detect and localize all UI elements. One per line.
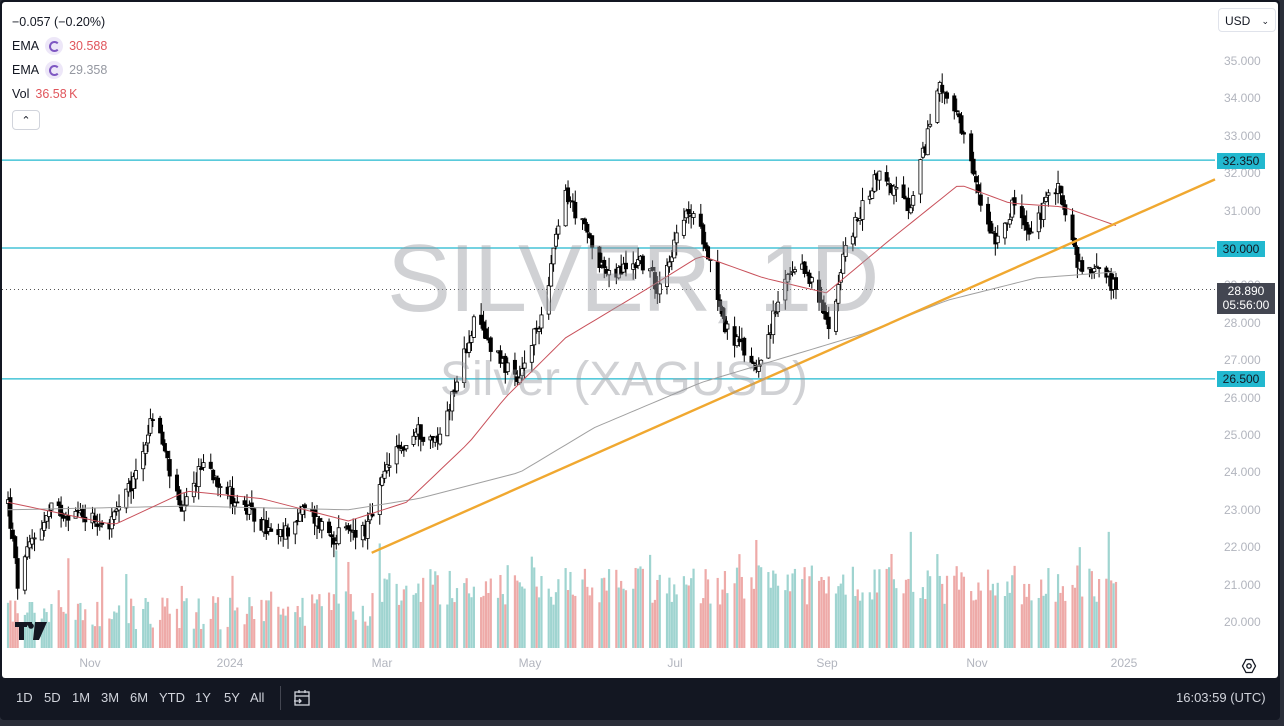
- range-button-6m[interactable]: 6M: [130, 690, 149, 705]
- ema-slow-line: [7, 271, 1117, 511]
- candles: [6, 73, 1119, 600]
- range-button-ytd[interactable]: YTD: [159, 690, 185, 705]
- range-button-1m[interactable]: 1M: [72, 690, 91, 705]
- price-tick: 23.000: [1224, 502, 1261, 517]
- chevron-down-icon: ⌄: [1261, 16, 1269, 26]
- time-tick: Nov: [966, 656, 988, 670]
- range-button-5d[interactable]: 5D: [44, 690, 61, 705]
- volume-bars: [6, 531, 1118, 648]
- range-button-1y[interactable]: 1Y: [195, 690, 211, 705]
- legend-ema-slow[interactable]: EMA 29.358: [12, 58, 107, 82]
- price-tick: 21.000: [1224, 577, 1261, 592]
- last-price-label: 28.890 05:56:00: [1217, 283, 1275, 314]
- level-label-30000: 30.000: [1217, 241, 1265, 257]
- price-tick: 33.000: [1224, 128, 1261, 143]
- tradingview-logo-icon[interactable]: [15, 622, 47, 640]
- price-change: −0.057 (−0.20%): [12, 15, 106, 29]
- bar-countdown: 05:56:00: [1222, 298, 1270, 312]
- sync-icon: [45, 61, 64, 79]
- price-tick: 34.000: [1224, 91, 1261, 106]
- range-button-5y[interactable]: 5Y: [224, 690, 240, 705]
- price-tick: 32.000: [1224, 166, 1261, 181]
- ema-fast-value: 30.588: [69, 39, 108, 53]
- price-tick: 27.000: [1224, 353, 1261, 368]
- price-tick: 24.000: [1224, 465, 1261, 480]
- watermark-subtitle: Silver (XAGUSD): [440, 353, 809, 406]
- time-tick: Mar: [371, 656, 393, 670]
- time-tick: Nov: [79, 656, 101, 670]
- currency-select[interactable]: USD ⌄: [1218, 8, 1276, 32]
- price-tick: 31.000: [1224, 203, 1261, 218]
- legend-ema-fast[interactable]: EMA 30.588: [12, 34, 107, 58]
- price-chart[interactable]: [2, 2, 1278, 678]
- price-tick: 35.000: [1224, 54, 1261, 68]
- time-tick: Jul: [667, 656, 683, 670]
- time-tick: May: [518, 656, 542, 670]
- chevron-up-icon: ⌃: [21, 114, 31, 127]
- range-button-1d[interactable]: 1D: [16, 690, 33, 705]
- watermark-title: SILVER, 1D: [387, 225, 879, 332]
- time-tick: 2025: [1110, 656, 1138, 670]
- volume-value: 36.58 K: [35, 87, 78, 101]
- price-tick: 22.000: [1224, 540, 1261, 555]
- ema-slow-value: 29.358: [69, 63, 108, 77]
- price-tick: 28.000: [1224, 315, 1261, 330]
- bottom-toolbar: [0, 680, 1280, 716]
- toolbar-divider: [280, 686, 281, 710]
- price-tick: 25.000: [1224, 428, 1261, 442]
- level-label-26500: 26.500: [1217, 371, 1265, 387]
- legend: −0.057 (−0.20%) EMA 30.588 EMA 29.358 Vo…: [12, 10, 107, 130]
- utc-clock[interactable]: 16:03:59 (UTC): [1176, 690, 1266, 705]
- time-tick: 2024: [216, 656, 244, 670]
- chart-panel[interactable]: SILVER, 1D Silver (XAGUSD) −0.057 (−0.20…: [2, 2, 1278, 678]
- level-label-32350: 32.350: [1217, 153, 1265, 169]
- price-tick: 26.000: [1224, 390, 1261, 405]
- settings-gear-icon[interactable]: [1241, 658, 1257, 674]
- range-button-3m[interactable]: 3M: [101, 690, 120, 705]
- range-button-all[interactable]: All: [250, 690, 265, 705]
- collapse-legend-button[interactable]: ⌃: [12, 110, 40, 130]
- price-tick: 20.000: [1224, 615, 1261, 629]
- go-to-date-icon[interactable]: [292, 688, 312, 708]
- time-tick: Sep: [816, 656, 838, 670]
- sync-icon: [45, 37, 64, 55]
- ema-fast-line: [7, 185, 1117, 525]
- trendline: [371, 178, 1216, 554]
- legend-volume[interactable]: Vol 36.58 K: [12, 82, 107, 106]
